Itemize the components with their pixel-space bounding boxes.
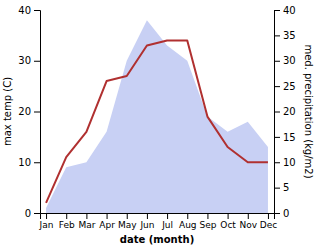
x-tick: Jun xyxy=(139,213,154,230)
y2-tick-label: 20 xyxy=(283,106,296,117)
axis-line xyxy=(275,11,281,214)
y-tick-mark xyxy=(34,213,40,214)
y-tick: 40 xyxy=(18,5,40,16)
y2-tick-label: 5 xyxy=(283,182,289,193)
y-tick-label: 0 xyxy=(25,208,31,219)
y-tick: 30 xyxy=(18,55,40,66)
x-tick-mark xyxy=(107,213,108,219)
x-tick: Nov xyxy=(239,213,257,230)
y-tick-mark xyxy=(34,10,40,11)
x-tick: Aug xyxy=(179,213,197,230)
x-tick: Feb xyxy=(59,213,75,230)
x-tick-label: Apr xyxy=(99,220,115,230)
y2-axis-title: med. precipitation (kg/m2) xyxy=(303,44,314,178)
y2-tick-label: 35 xyxy=(283,30,296,41)
y2-tick-mark xyxy=(274,112,280,113)
y-tick-label: 20 xyxy=(18,106,31,117)
x-tick-mark xyxy=(187,213,188,219)
y2-tick-mark xyxy=(274,86,280,87)
x-tick: Dec xyxy=(260,213,277,230)
x-tick-mark xyxy=(228,213,229,219)
y2-tick-mark xyxy=(274,213,280,214)
y-tick-label: 30 xyxy=(18,55,31,66)
y2-tick: 5 xyxy=(274,182,289,193)
x-tick-label: Jul xyxy=(161,220,173,230)
axis-line xyxy=(41,214,275,220)
x-tick-mark xyxy=(268,213,269,219)
precipitation-area xyxy=(46,20,268,213)
x-tick-label: Jun xyxy=(139,220,154,230)
axis-line xyxy=(34,11,41,214)
y2-tick-label: 10 xyxy=(283,157,296,168)
x-tick-mark xyxy=(147,213,148,219)
x-tick-label: May xyxy=(118,220,137,230)
y2-tick: 35 xyxy=(274,30,296,41)
x-tick-mark xyxy=(46,213,47,219)
y2-tick-label: 15 xyxy=(283,132,296,143)
x-tick-mark xyxy=(86,213,87,219)
x-tick: May xyxy=(118,213,137,230)
y2-tick-label: 0 xyxy=(283,208,289,219)
y2-tick-label: 40 xyxy=(283,5,296,16)
y2-tick-mark xyxy=(274,188,280,189)
x-tick-mark xyxy=(248,213,249,219)
x-tick: Mar xyxy=(78,213,95,230)
x-tick: Jul xyxy=(161,213,173,230)
y-tick-mark xyxy=(34,61,40,62)
y2-tick: 0 xyxy=(274,208,289,219)
y2-axis: 0 5 10 15 20 25 30 35 40 xyxy=(274,5,296,219)
y-tick: 20 xyxy=(18,106,40,117)
y2-tick-label: 30 xyxy=(283,55,296,66)
y2-tick: 10 xyxy=(274,157,296,168)
x-tick-label: Oct xyxy=(220,220,236,230)
y-tick-mark xyxy=(34,112,40,113)
temperature-line xyxy=(46,40,268,202)
x-tick-label: Nov xyxy=(239,220,257,230)
y2-tick-mark xyxy=(274,137,280,138)
y2-tick-mark xyxy=(274,61,280,62)
x-tick-label: Mar xyxy=(78,220,95,230)
y-tick-mark xyxy=(34,162,40,163)
y2-tick-mark xyxy=(274,162,280,163)
x-tick-label: Dec xyxy=(260,220,277,230)
y-tick-label: 40 xyxy=(18,5,31,16)
y-axis: 0 10 20 30 40 xyxy=(18,5,40,219)
x-tick-mark xyxy=(66,213,67,219)
y2-tick-mark xyxy=(274,35,280,36)
x-tick: Jan xyxy=(39,213,54,230)
y-tick: 0 xyxy=(25,208,40,219)
marks xyxy=(46,20,268,213)
y2-tick-label: 25 xyxy=(283,81,296,92)
x-tick-mark xyxy=(207,213,208,219)
x-tick: Sep xyxy=(199,213,216,230)
x-tick: Apr xyxy=(99,213,115,230)
x-axis-title: date (month) xyxy=(120,234,194,245)
y-tick-label: 10 xyxy=(18,157,31,168)
x-tick-mark xyxy=(127,213,128,219)
y2-tick: 20 xyxy=(274,106,296,117)
x-tick: Oct xyxy=(220,213,236,230)
y2-tick: 30 xyxy=(274,55,296,66)
x-tick-label: Aug xyxy=(179,220,197,230)
plot-area: Jan FebMar AprMayJun Jul AugSep OctNovDec 0 10 2… xyxy=(2,5,314,245)
y2-tick: 25 xyxy=(274,81,296,92)
y-axis-title: max temp (C) xyxy=(2,77,13,146)
x-tick-mark xyxy=(167,213,168,219)
x-tick-label: Sep xyxy=(199,220,216,230)
y2-tick: 15 xyxy=(274,132,296,143)
y2-tick-mark xyxy=(274,10,280,11)
x-axis: Jan FebMar AprMayJun Jul AugSep OctNovDec xyxy=(39,213,278,230)
y2-tick: 40 xyxy=(274,5,296,16)
chart: Jan FebMar AprMayJun Jul AugSep OctNovDec 0 10 2… xyxy=(0,0,318,247)
y-tick: 10 xyxy=(18,157,40,168)
x-tick-label: Jan xyxy=(39,220,54,230)
x-tick-label: Feb xyxy=(59,220,75,230)
